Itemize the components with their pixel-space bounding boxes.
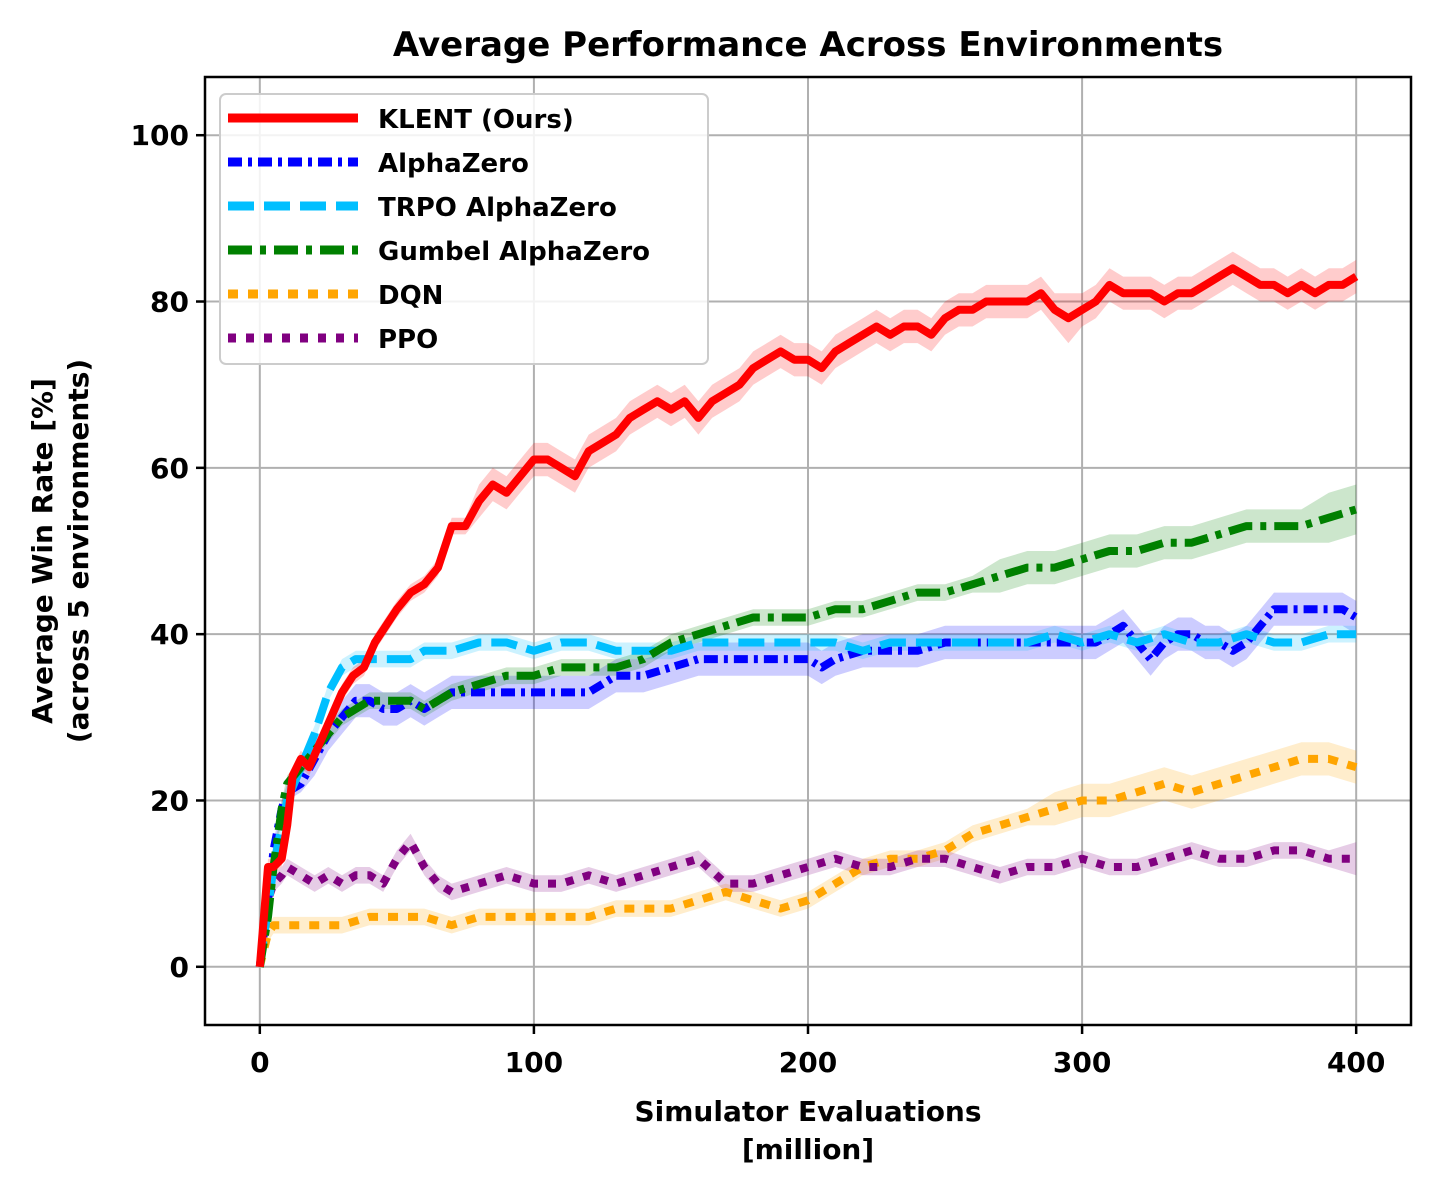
legend: KLENT (Ours) AlphaZero TRPO AlphaZero Gumbe… <box>219 93 709 365</box>
y-tick-label: 100 <box>131 119 189 152</box>
x-axis-title-unit: [million] <box>742 1133 874 1166</box>
x-tick-label: 200 <box>779 1046 837 1079</box>
y-tick-label: 20 <box>150 784 189 817</box>
gumbel-alphazero-line <box>255 505 1358 968</box>
x-tick-label: 100 <box>505 1046 563 1079</box>
y-tick-label: 80 <box>150 286 189 319</box>
klent-ours-line <box>255 264 1359 968</box>
alphazero-band <box>259 592 1357 967</box>
y-axis-title-sub: (across 5 environments) <box>62 359 95 743</box>
chart-title: Average Performance Across Environments <box>393 25 1223 65</box>
y-tick-label: 60 <box>150 452 189 485</box>
series-lines <box>255 264 1359 968</box>
ppo-band <box>259 833 1357 967</box>
axis-ticks: 0 100 200 300 400 0 20 40 60 80 100 <box>131 119 1386 1079</box>
legend-label-gumbel-alphazero: Gumbel AlphaZero <box>378 237 650 267</box>
alphazero-line <box>255 605 1359 968</box>
ppo-line <box>255 838 1357 968</box>
legend-label-ppo: PPO <box>378 325 438 355</box>
trpo-alphazero-line <box>255 630 1357 968</box>
y-tick-label: 40 <box>150 618 189 651</box>
x-axis-title: Simulator Evaluations <box>634 1095 981 1128</box>
dqn-line <box>255 754 1358 968</box>
gumbel-alphazero-band <box>259 484 1357 967</box>
x-tick-label: 0 <box>250 1046 269 1079</box>
y-tick-label: 0 <box>170 951 189 984</box>
y-axis-title: Average Win Rate [%] <box>26 378 59 724</box>
legend-label-alphazero: AlphaZero <box>378 149 529 179</box>
legend-label-trpo-alphazero: TRPO AlphaZero <box>378 193 617 223</box>
x-tick-label: 400 <box>1327 1046 1385 1079</box>
x-tick-label: 300 <box>1053 1046 1111 1079</box>
legend-label-klent-ours: KLENT (Ours) <box>378 105 574 135</box>
legend-label-dqn: DQN <box>378 281 443 311</box>
